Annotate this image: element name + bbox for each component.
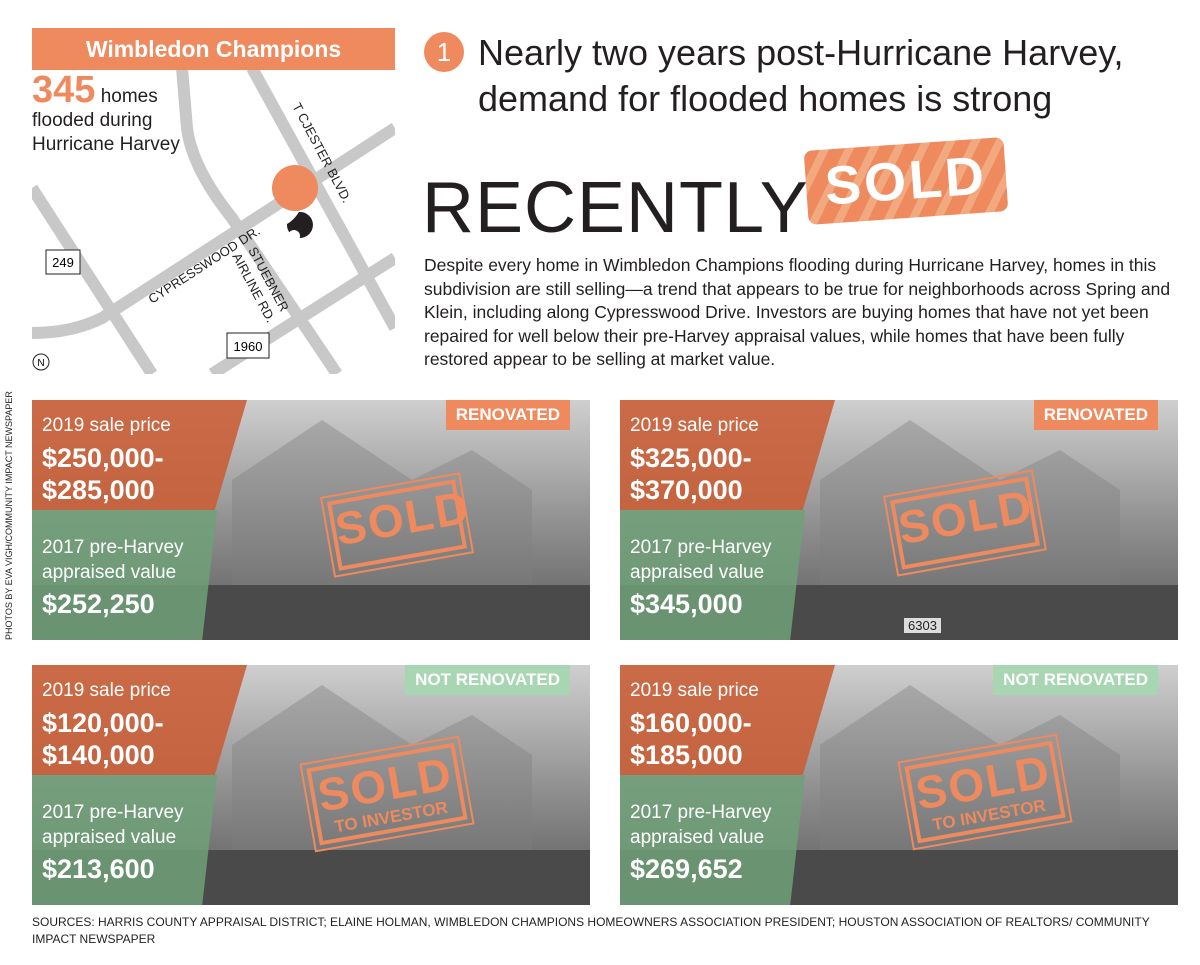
house-number-plaque: 6303 <box>904 618 941 633</box>
highway-1960-label: 1960 <box>234 339 263 354</box>
locator-map: T CJESTER BLVD. CYPRESSWOOD DR. STUEBNER… <box>32 28 395 374</box>
home-card-2: 2019 sale price $325,000- $370,000 2017 … <box>620 400 1178 640</box>
sold-banner: SOLD <box>803 137 1009 225</box>
stat-number: 345 <box>32 69 96 111</box>
sale-price-high: $185,000 <box>630 740 743 770</box>
road-t-c-jester <box>246 65 395 331</box>
sale-price-low: $160,000- <box>630 708 752 738</box>
flood-stat: 345 homes flooded during Hurricane Harve… <box>32 71 180 157</box>
status-badge: RENOVATED <box>445 400 570 430</box>
road-249 <box>32 184 158 374</box>
appraised-value: $252,250 <box>42 589 155 619</box>
appraised-value: $269,652 <box>630 854 743 884</box>
status-badge: NOT RENOVATED <box>405 665 570 695</box>
road-cypresswood <box>32 122 395 339</box>
appraised-label-1: 2017 pre-Harvey <box>42 802 184 823</box>
stat-text-2: Hurricane Harvey <box>32 134 180 155</box>
appraised-value: $345,000 <box>630 589 743 619</box>
sale-price-high: $285,000 <box>42 475 155 505</box>
description: Despite every home in Wimbledon Champion… <box>424 255 1171 369</box>
status-badge: RENOVATED <box>1033 400 1158 430</box>
sale-label: 2019 sale price <box>630 415 759 436</box>
sale-price-high: $370,000 <box>630 475 743 505</box>
appraised-label-2: appraised value <box>42 827 177 848</box>
road-stuebner-airline <box>176 67 342 374</box>
section-number-badge: 1 <box>424 32 464 72</box>
headline-line-1: Nearly two years post-Hurricane Harvey, <box>478 32 1124 73</box>
recently-heading: RECENTLY <box>422 168 809 248</box>
appraised-label-1: 2017 pre-Harvey <box>630 537 772 558</box>
home-card-1: 2019 sale price $250,000- $285,000 2017 … <box>32 400 590 640</box>
north-arrow-icon <box>32 353 50 371</box>
appraised-label-2: appraised value <box>630 827 765 848</box>
headline-line-2: demand for flooded homes is strong <box>478 78 1053 119</box>
sale-price-high: $140,000 <box>42 740 155 770</box>
appraised-label-2: appraised value <box>630 562 765 583</box>
appraised-label-2: appraised value <box>42 562 177 583</box>
appraised-label-1: 2017 pre-Harvey <box>42 537 184 558</box>
headline: 1 Nearly two years post-Hurricane Harvey… <box>424 30 1124 122</box>
sale-price-low: $120,000- <box>42 708 164 738</box>
headline-text: Nearly two years post-Hurricane Harvey, … <box>478 30 1124 122</box>
stat-text-1: flooded during <box>32 110 153 131</box>
sale-price-low: $250,000- <box>42 443 164 473</box>
flood-area-marker <box>272 165 318 211</box>
svg-text:N: N <box>37 358 44 369</box>
sale-price-low: $325,000- <box>630 443 752 473</box>
map-title: Wimbledon Champions <box>32 28 395 70</box>
sale-label: 2019 sale price <box>42 680 171 701</box>
home-card-4: 2019 sale price $160,000- $185,000 2017 … <box>620 665 1178 905</box>
status-badge: NOT RENOVATED <box>993 665 1158 695</box>
photo-credit: PHOTOS BY EVA VIGH/COMMUNITY IMPACT NEWS… <box>4 391 14 640</box>
appraised-label-1: 2017 pre-Harvey <box>630 802 772 823</box>
sources: SOURCES: HARRIS COUNTY APPRAISAL DISTRIC… <box>32 915 1150 946</box>
highway-249-label: 249 <box>52 255 74 270</box>
sale-label: 2019 sale price <box>42 415 171 436</box>
stat-unit: homes <box>100 86 158 107</box>
appraised-value: $213,600 <box>42 854 155 884</box>
map-roads: T CJESTER BLVD. CYPRESSWOOD DR. STUEBNER… <box>32 65 395 374</box>
sale-label: 2019 sale price <box>630 680 759 701</box>
home-card-3: 2019 sale price $120,000- $140,000 2017 … <box>32 665 590 905</box>
